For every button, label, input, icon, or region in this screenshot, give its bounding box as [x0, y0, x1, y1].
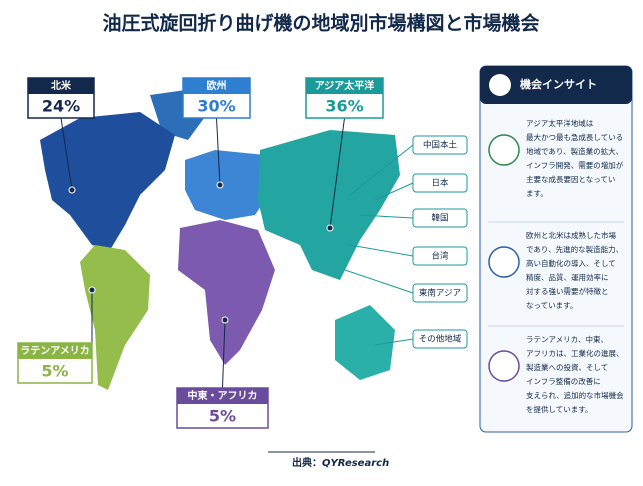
source-label: 出典：: [292, 456, 322, 469]
region-header: [28, 78, 94, 94]
region-share: 24%: [42, 97, 80, 116]
subregion-box: [412, 329, 468, 349]
insight-text: アフリカは、工業化の進展、: [526, 348, 624, 358]
region-name: アジア太平洋: [315, 79, 375, 92]
insight-text: 地域であり、製造業の拡大、: [526, 146, 623, 156]
insight-text: 欧州と北米は成熟した市場: [526, 230, 616, 240]
insight-text: インフラ整備の改善に: [526, 376, 601, 386]
world-map: [40, 88, 400, 390]
connector: [344, 269, 414, 294]
insight-text: なっています。: [526, 301, 577, 310]
insight-text: 最大かつ最も急成長している: [526, 132, 623, 142]
region-header: [306, 78, 383, 94]
bulb-icon: [489, 74, 511, 96]
australia: [335, 305, 395, 380]
region-share: 30%: [197, 97, 235, 116]
connector: [359, 214, 414, 219]
subregion-label: 日本: [431, 178, 449, 189]
subregion-label: 台湾: [431, 251, 449, 262]
insight-title: 機会インサイト: [520, 77, 597, 91]
connector: [349, 244, 414, 257]
source-name: QYResearch: [322, 458, 389, 469]
subregion-box: [412, 246, 468, 266]
subregion-box: [412, 135, 468, 155]
insight-text: 主要な成長要因となってい: [526, 174, 615, 184]
africa: [178, 220, 275, 365]
region-header: [177, 388, 268, 404]
region-name: 北米: [51, 79, 72, 92]
pin-dot: [216, 181, 224, 189]
insight-text: を提供しています。: [526, 404, 593, 414]
insight-icon: [488, 134, 520, 166]
insight-text: ラテンアメリカ、中東、: [526, 334, 608, 344]
insight-text: インフラ開発、需要の増加が: [526, 160, 624, 170]
connector: [374, 338, 414, 346]
region-header: [183, 78, 250, 94]
subregion-box: [412, 283, 468, 303]
region-share: 5%: [41, 362, 68, 381]
subregion-label: 韓国: [431, 213, 448, 224]
title: 油圧式旋回折り曲げ機の地域別市場構図と市場機会: [102, 12, 539, 35]
insight-text: ます。: [526, 189, 548, 198]
region-share: 5%: [209, 407, 236, 426]
insight-text: であり、先進的な製造能力、: [526, 244, 623, 254]
pin-dot: [68, 186, 76, 194]
north-america: [40, 112, 175, 250]
subregion-box: [412, 173, 468, 193]
insight-header: [480, 66, 632, 104]
insight-text: 高い自動化の導入、そして: [526, 258, 616, 268]
region-header: [18, 343, 92, 359]
insight-text: 製造業への投資、そして: [526, 362, 608, 372]
insight-icon: [488, 350, 520, 382]
insight-text: アジア太平洋地域は: [526, 118, 594, 128]
insight-text: 対する強い需要が特徴と: [526, 286, 609, 296]
subregion-label: 東南アジア: [419, 288, 461, 299]
insight-text: 支えられ、追加的な市場機会: [526, 390, 624, 400]
subregion-box: [412, 208, 468, 228]
pin-dot: [88, 286, 96, 294]
insight-text: 精度、品質、運用効率に: [526, 272, 609, 282]
subregion-label: その他地域: [419, 334, 462, 345]
pin-line: [222, 319, 226, 389]
connector: [374, 182, 414, 201]
pin-line: [216, 117, 221, 186]
pin-line: [60, 117, 73, 191]
pin-dot: [221, 316, 229, 324]
pin-line: [329, 117, 345, 229]
insight-icon: [488, 246, 520, 278]
europe: [185, 150, 275, 220]
region-name: 中東・アフリカ: [188, 389, 258, 402]
connector: [349, 144, 414, 196]
region-name: ラテンアメリカ: [20, 345, 90, 357]
pin-dot: [326, 224, 334, 232]
subregion-label: 中国本土: [423, 140, 458, 151]
south-america: [80, 245, 150, 390]
region-name: 欧州: [207, 79, 227, 92]
region-share: 36%: [325, 97, 363, 116]
asia: [258, 130, 400, 280]
